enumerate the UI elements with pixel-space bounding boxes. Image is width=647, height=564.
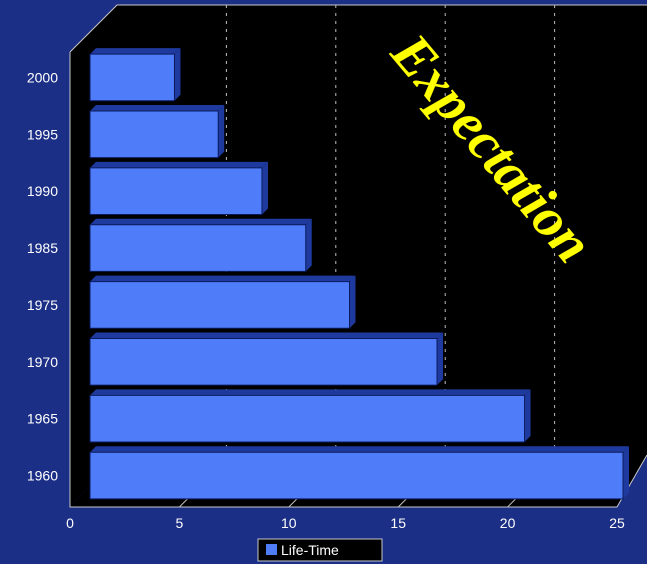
- bar-top-face: [90, 275, 356, 282]
- bar-front-face: [89, 167, 263, 216]
- bar-side-face: [437, 332, 444, 386]
- bar: [89, 161, 268, 216]
- y-tick-label: 2000: [27, 69, 58, 85]
- x-tick-label: 5: [176, 515, 184, 531]
- bar-top-face: [90, 332, 444, 339]
- x-tick-label: 0: [66, 515, 74, 531]
- bar-side-face: [218, 104, 225, 158]
- bar: [89, 48, 181, 102]
- bar: [89, 332, 444, 386]
- bar-top-face: [90, 104, 225, 111]
- y-tick-label: 1985: [27, 240, 58, 256]
- plot-frame-bottom: [69, 52, 647, 508]
- y-tick-label: 1970: [27, 354, 58, 370]
- bars: [89, 48, 629, 500]
- bar-front-face: [89, 224, 307, 272]
- bar-top-face: [90, 446, 629, 453]
- bar-side-face: [524, 389, 531, 443]
- x-axis-labels: 0 5 10 15 20 25: [66, 515, 625, 531]
- x-tick-label: 25: [609, 515, 625, 531]
- y-tick-label: 1960: [27, 468, 58, 484]
- y-tick-label: 1965: [27, 411, 58, 427]
- bar-side-face: [261, 161, 268, 215]
- legend-box: [257, 538, 383, 562]
- y-axis-labels: 1960 1965 1970 1975 1985 1990 1995 2000: [27, 69, 58, 483]
- bar: [89, 389, 531, 443]
- bar-top-face: [90, 161, 268, 168]
- y-tick-label: 1975: [27, 297, 58, 313]
- bar: [89, 446, 629, 500]
- x-tick-label: 15: [390, 515, 406, 531]
- bar-top-face: [90, 218, 312, 225]
- y-tick-label: 1995: [27, 126, 58, 142]
- bar-front-face: [89, 337, 438, 386]
- bar-top-face: [90, 389, 531, 396]
- bar: [89, 275, 356, 329]
- y-tick-label: 1990: [27, 183, 58, 199]
- x-tick-label: 20: [500, 515, 516, 531]
- bar-side-face: [174, 48, 181, 101]
- bar-side-face: [623, 446, 629, 499]
- bar-side-face: [305, 218, 312, 272]
- bar: [89, 218, 312, 272]
- bar-front-face: [89, 281, 350, 329]
- legend: Life-Time: [257, 538, 383, 562]
- plot-frame: [69, 4, 647, 53]
- bar-front-face: [89, 394, 526, 443]
- bar: [89, 104, 225, 159]
- bar-front-face: [89, 110, 219, 159]
- bar-front-face: [89, 53, 175, 102]
- legend-swatch: [266, 544, 277, 555]
- legend-label: Life-Time: [281, 542, 339, 558]
- bar-top-face: [90, 48, 181, 55]
- bar-side-face: [349, 275, 356, 329]
- x-tick-label: 10: [281, 515, 297, 531]
- bar-front-face: [89, 451, 624, 500]
